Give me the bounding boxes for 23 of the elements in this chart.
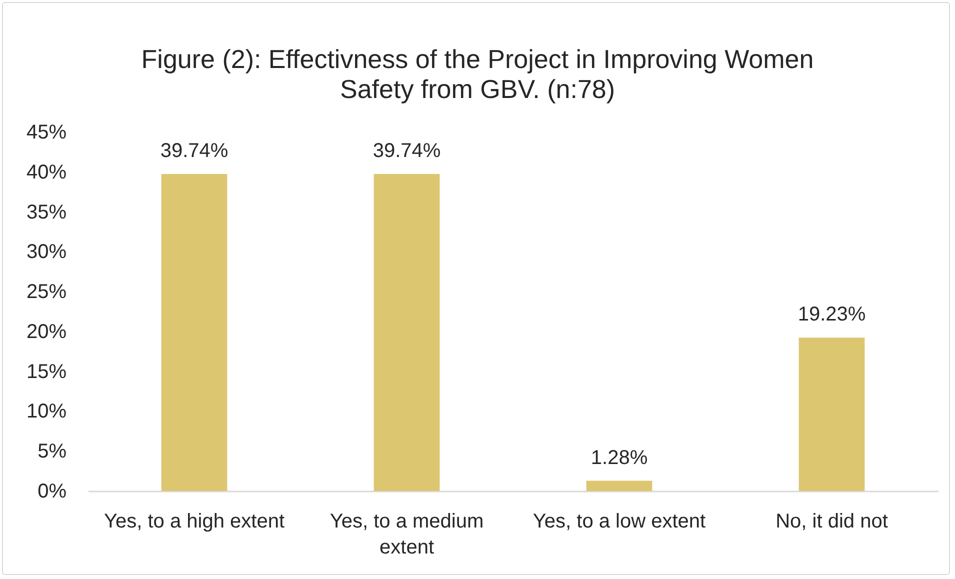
bar [161,174,228,491]
bar [798,338,865,491]
data-label: 19.23% [798,304,866,326]
data-label: 39.74% [160,140,228,162]
y-tick-label: 10% [26,400,67,423]
y-tick-label: 25% [26,281,67,304]
y-tick-label: 15% [26,360,67,383]
y-tick-label: 20% [26,320,67,343]
x-tick-label: Yes, to a low extent [532,510,706,532]
bar [586,480,652,491]
chart-title: Figure (2): Effectivness of the Project in Improving Women Safety from GBV. (n:78) [141,44,814,104]
y-tick-label: 45% [26,122,67,144]
y-tick-label: 35% [26,201,67,224]
x-tick-label: Yes, to a medium extent [330,510,484,558]
x-tick-label: Yes, to a high extent [104,510,285,532]
data-label: 39.74% [372,140,441,162]
data-label: 1.28% [590,446,648,469]
y-tick-label: 40% [26,161,67,184]
y-tick-label: 30% [26,241,67,264]
bar [374,174,440,491]
y-tick-label: 5% [38,440,67,463]
y-tick-label: 0% [38,480,67,502]
x-tick-label: No, it did not [776,510,888,532]
